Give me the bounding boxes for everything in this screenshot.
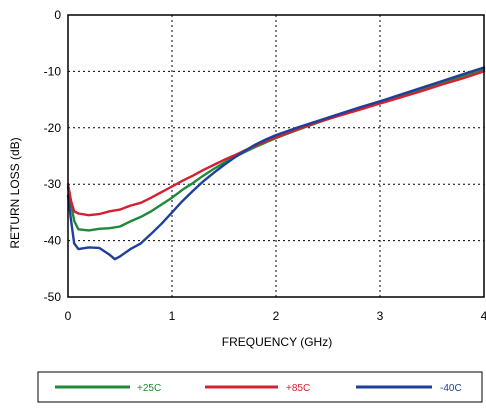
x-tick-label: 1 xyxy=(169,309,176,323)
y-tick-label: -10 xyxy=(44,64,62,78)
y-tick-label: -20 xyxy=(44,121,62,135)
plot-frame xyxy=(67,14,485,298)
series-line-2 xyxy=(66,70,486,217)
series-line-3 xyxy=(66,66,486,261)
legend: +25C +85C -40C xyxy=(55,383,462,394)
y-tick-label: -40 xyxy=(44,234,62,248)
x-tick-label: 0 xyxy=(65,309,72,323)
grid-lines xyxy=(68,15,484,297)
tick-labels: 0 1 2 3 4 0 -10 -20 -30 -40 -50 xyxy=(44,8,486,323)
y-tick-label: -50 xyxy=(44,290,62,304)
legend-label-3: -40C xyxy=(440,383,462,394)
x-tick-label: 2 xyxy=(273,309,280,323)
y-axis-title: RETURN LOSS (dB) xyxy=(8,137,22,248)
x-tick-label: 4 xyxy=(481,309,486,323)
x-tick-label: 3 xyxy=(377,309,384,323)
x-axis-title: FREQUENCY (GHz) xyxy=(222,335,332,349)
legend-label-2: +85C xyxy=(286,383,310,394)
y-tick-label: 0 xyxy=(54,8,61,22)
series-layer xyxy=(66,66,486,261)
legend-label-1: +25C xyxy=(137,383,161,394)
y-tick-label: -30 xyxy=(44,177,62,191)
